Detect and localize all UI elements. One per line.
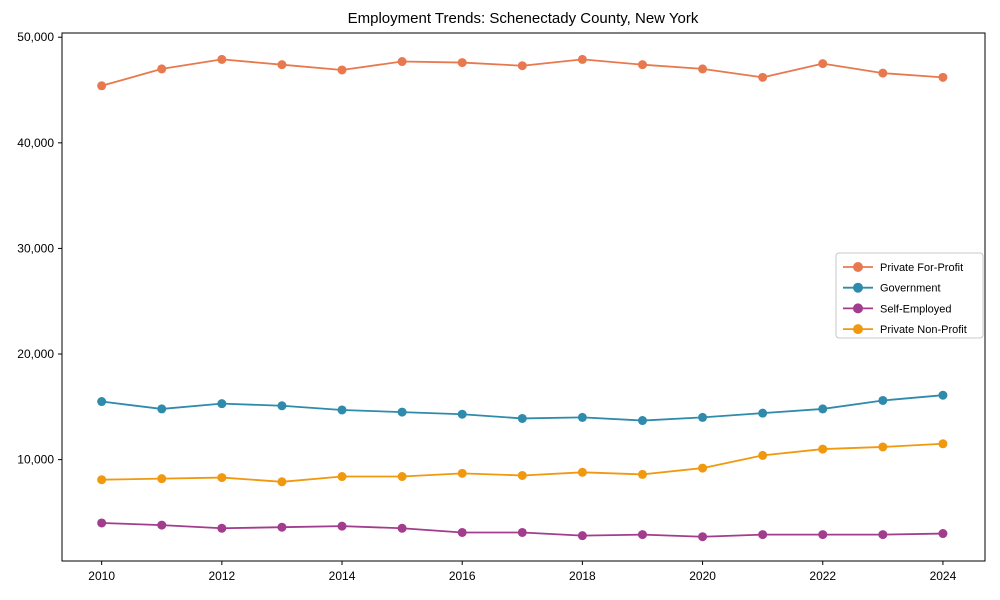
data-point (577, 54, 587, 64)
data-point (878, 530, 888, 540)
data-point (818, 530, 828, 540)
data-point (457, 58, 467, 68)
data-point (938, 529, 948, 539)
data-point (938, 72, 948, 82)
legend-entry: Government (843, 282, 941, 295)
data-point (698, 463, 708, 473)
series-self-employed (97, 518, 948, 542)
data-point (878, 68, 888, 78)
data-point (758, 530, 768, 540)
chart-title: Employment Trends: Schenectady County, N… (348, 10, 699, 27)
x-tick-label: 2014 (329, 569, 356, 583)
legend-label: Private For-Profit (880, 262, 963, 274)
legend-box (835, 252, 984, 339)
data-point (818, 59, 828, 69)
data-point (577, 531, 587, 541)
y-tick-label: 20,000 (17, 347, 54, 361)
plot-spines (61, 32, 986, 562)
x-tick-label: 2016 (449, 569, 476, 583)
y-tick-label: 50,000 (17, 30, 54, 44)
data-point (878, 395, 888, 405)
series-private-for-profit (97, 54, 948, 91)
data-point (157, 64, 167, 74)
data-point (577, 467, 587, 477)
legend-label: Self-Employed (880, 303, 952, 315)
data-point (637, 469, 647, 479)
data-point (157, 520, 167, 530)
legend-entry: Self-Employed (843, 303, 952, 315)
legend-marker-icon (853, 282, 863, 293)
legend-marker-icon (853, 324, 863, 335)
legend-label: Private Non-Profit (880, 324, 967, 336)
legend-label: Government (880, 283, 941, 295)
data-point (457, 468, 467, 478)
legend-marker-icon (853, 303, 863, 314)
data-point (337, 405, 347, 415)
data-point (157, 404, 167, 414)
data-point (277, 401, 287, 411)
y-tick-label: 40,000 (17, 136, 54, 150)
y-tick-label: 10,000 (17, 453, 54, 467)
data-point (337, 521, 347, 531)
data-point (938, 439, 948, 449)
data-point (698, 412, 708, 422)
series-government (97, 390, 948, 426)
data-point (637, 530, 647, 540)
data-point (457, 527, 467, 537)
data-point (758, 72, 768, 82)
data-point (698, 64, 708, 74)
data-point (758, 408, 768, 418)
data-point (97, 397, 107, 407)
data-point (878, 442, 888, 452)
legend: Private For-Profit Government Self-Employe… (835, 252, 984, 339)
data-point (97, 81, 107, 91)
legend-marker-icon (853, 262, 863, 272)
data-point (277, 60, 287, 70)
x-tick-label: 2018 (569, 569, 596, 583)
data-point (517, 413, 527, 423)
x-tick-label: 2024 (930, 569, 957, 583)
data-point (397, 472, 407, 482)
data-point (938, 390, 948, 400)
data-point (397, 57, 407, 67)
data-point (517, 61, 527, 71)
data-point (517, 527, 527, 537)
data-point (217, 523, 227, 533)
data-point (818, 444, 828, 454)
x-tick-label: 2010 (88, 569, 115, 583)
data-point (217, 54, 227, 64)
series-private-non-profit (97, 439, 948, 487)
x-tick-label: 2012 (208, 569, 235, 583)
data-point (457, 409, 467, 419)
data-point (217, 399, 227, 409)
data-point (397, 407, 407, 417)
data-point (157, 474, 167, 484)
data-point (277, 477, 287, 487)
data-point (698, 532, 708, 542)
data-point (818, 404, 828, 414)
data-point (337, 65, 347, 75)
x-tick-label: 2020 (689, 569, 716, 583)
data-point (577, 412, 587, 422)
data-point (397, 523, 407, 533)
data-point (97, 475, 107, 485)
y-axis: 10,000 20,000 30,000 40,000 50,000 (17, 30, 62, 467)
series-lines (97, 54, 948, 542)
x-axis: 2010 2012 2014 2016 2018 2020 2022 2024 (88, 561, 957, 583)
data-point (97, 518, 107, 528)
data-point (637, 60, 647, 70)
data-point (217, 473, 227, 483)
data-point (277, 522, 287, 532)
data-point (637, 416, 647, 426)
plot-frame (61, 32, 986, 562)
data-point (517, 470, 527, 480)
y-tick-label: 30,000 (17, 241, 54, 255)
legend-entry: Private Non-Profit (843, 324, 967, 336)
legend-entry: Private For-Profit (843, 262, 963, 274)
data-point (337, 472, 347, 482)
data-point (758, 450, 768, 460)
x-tick-label: 2022 (809, 569, 836, 583)
